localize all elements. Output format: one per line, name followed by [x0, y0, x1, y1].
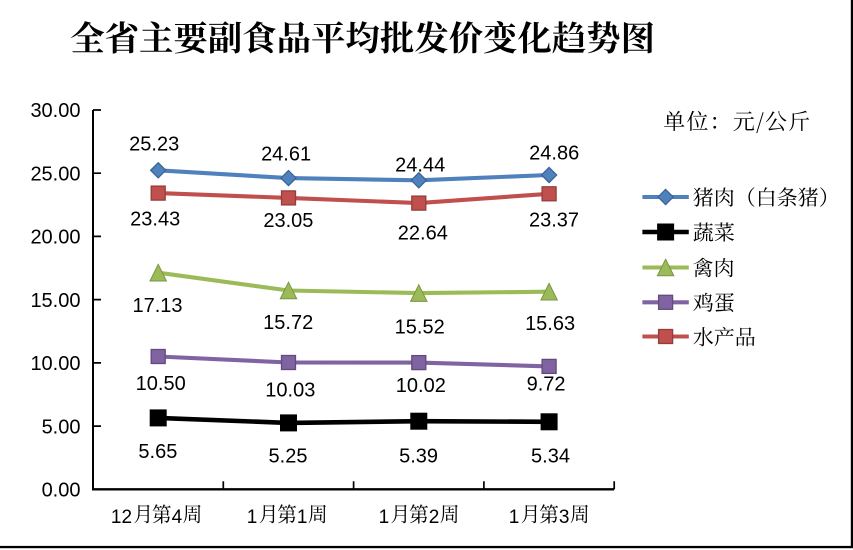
svg-text:25.23: 25.23 — [129, 134, 179, 156]
svg-text:1: 1 — [379, 507, 390, 528]
svg-text:10.02: 10.02 — [396, 375, 446, 397]
svg-text:1: 1 — [247, 507, 258, 528]
svg-text:24.44: 24.44 — [395, 155, 445, 177]
svg-text:30.00: 30.00 — [30, 100, 80, 122]
svg-text:24.86: 24.86 — [529, 143, 579, 165]
svg-text:15.72: 15.72 — [263, 312, 313, 334]
svg-text:5.65: 5.65 — [138, 441, 177, 463]
svg-text:15.00: 15.00 — [30, 290, 80, 312]
svg-text:1: 1 — [297, 507, 308, 528]
svg-text:24.61: 24.61 — [261, 144, 311, 166]
svg-text:1: 1 — [509, 507, 520, 528]
svg-text:0.00: 0.00 — [42, 480, 81, 502]
svg-text:3: 3 — [559, 507, 570, 528]
svg-text:5.34: 5.34 — [531, 445, 570, 467]
svg-text:2: 2 — [429, 507, 440, 528]
svg-text:5.25: 5.25 — [269, 446, 308, 468]
svg-text:22.64: 22.64 — [398, 223, 448, 245]
svg-text:25.00: 25.00 — [30, 163, 80, 185]
svg-text:4: 4 — [172, 507, 183, 528]
svg-text:15.63: 15.63 — [525, 313, 575, 335]
svg-text:5.00: 5.00 — [42, 416, 81, 438]
svg-text:10.50: 10.50 — [136, 373, 186, 395]
svg-text:17.13: 17.13 — [132, 295, 182, 317]
svg-text:23.05: 23.05 — [263, 210, 313, 232]
svg-text:23.43: 23.43 — [130, 209, 180, 231]
svg-text:15.52: 15.52 — [395, 317, 445, 339]
svg-text:10.00: 10.00 — [30, 353, 80, 375]
svg-text:12: 12 — [111, 507, 132, 528]
svg-text:9.72: 9.72 — [527, 374, 566, 396]
svg-text:10.03: 10.03 — [265, 379, 315, 401]
svg-text:23.37: 23.37 — [529, 209, 579, 231]
svg-text:5.39: 5.39 — [399, 445, 438, 467]
svg-text:20.00: 20.00 — [30, 227, 80, 249]
